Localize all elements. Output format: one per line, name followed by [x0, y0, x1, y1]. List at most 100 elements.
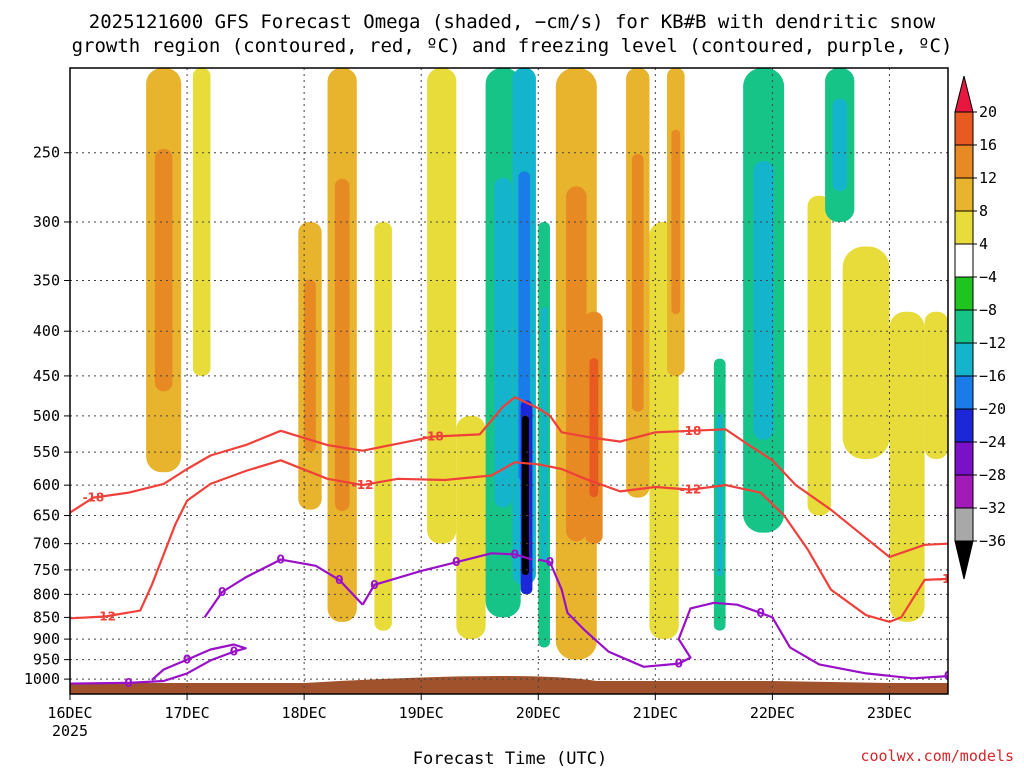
y-tick-label: 950 — [33, 651, 60, 669]
x-axis-label: Forecast Time (UTC) — [413, 749, 607, 768]
omega-patch-core — [523, 447, 528, 544]
colorbar: 20 16 12 8 4 −4 −8 −12 −16 −20 −24 −28 −32 −36 — [954, 75, 1006, 580]
chart-title-line2: growth region (contoured, red, ºC) and f… — [72, 35, 953, 57]
dendritic-contour-line — [70, 459, 948, 623]
y-tick-label: 850 — [33, 608, 60, 626]
y-tick-label: 450 — [33, 367, 60, 385]
colorbar-swatch — [954, 210, 974, 245]
y-tick-label: 350 — [33, 271, 60, 289]
omega-patch — [427, 68, 457, 544]
terrain-bump — [70, 675, 948, 690]
dendritic-contour-label: -12 — [680, 483, 702, 497]
x-tick-label: 19DEC — [399, 704, 444, 722]
freezing-contour-label: 0 — [944, 669, 952, 683]
omega-patch-core — [154, 148, 173, 392]
plot-frame — [69, 67, 949, 695]
dendritic-contour-label: -12 — [352, 478, 374, 492]
freezing-contour-label: 0 — [370, 578, 378, 592]
colorbar-tick-label: −16 — [979, 367, 1006, 385]
omega-patch — [842, 246, 890, 459]
colorbar-tick-label: −28 — [979, 466, 1006, 484]
dendritic-contour-label: -18 — [680, 424, 702, 438]
freezing-contour-label: 0 — [335, 573, 343, 587]
y-tick-label: 800 — [33, 585, 60, 603]
x-tick-label: 18DEC — [282, 704, 327, 722]
colorbar-tick-label: −8 — [979, 301, 997, 319]
dendritic-contour-label: -18 — [83, 491, 105, 505]
dendritic-contour-label: -18 — [422, 430, 444, 444]
colorbar-swatch — [954, 276, 974, 311]
credit-link[interactable]: coolwx.com/models — [860, 747, 1014, 765]
omega-patch-core — [494, 177, 512, 508]
colorbar-swatch — [954, 408, 974, 443]
colorbar-tick-label: 12 — [979, 169, 997, 187]
colorbar-swatch — [954, 243, 974, 278]
colorbar-tick-label: −36 — [979, 532, 1006, 550]
dendritic-contour-label: -12 — [94, 610, 116, 624]
y-tick-label: 550 — [33, 443, 60, 461]
x-tick-sublabel: 2025 — [52, 722, 88, 740]
y-tick-label: 400 — [33, 322, 60, 340]
freezing-contour-label: 0 — [277, 553, 285, 567]
colorbar-swatch — [954, 342, 974, 377]
y-tick-label: 1000 — [24, 670, 60, 688]
colorbar-swatch — [954, 309, 974, 344]
omega-patch-core — [716, 413, 723, 577]
omega-patch-core — [334, 178, 350, 512]
colorbar-tick-label: 8 — [979, 202, 988, 220]
colorbar-tick-label: −24 — [979, 433, 1006, 451]
y-tick-label: 900 — [33, 630, 60, 648]
omega-patch-core — [753, 160, 774, 440]
colorbar-swatch — [954, 111, 974, 146]
omega-patch — [924, 311, 948, 459]
omega-patch-core — [671, 129, 681, 315]
colorbar-swatch — [954, 144, 974, 179]
freezing-contour-line — [538, 558, 948, 680]
x-tick-label: 20DEC — [516, 704, 561, 722]
x-tick-label: 23DEC — [867, 704, 912, 722]
colorbar-tick-label: 20 — [979, 103, 997, 121]
y-tick-label: 500 — [33, 407, 60, 425]
x-tick-label: 17DEC — [164, 704, 209, 722]
colorbar-swatch — [954, 441, 974, 476]
colorbar-tick-label: −32 — [979, 499, 1006, 517]
freezing-contour-label: 0 — [452, 555, 460, 569]
y-tick-label: 700 — [33, 535, 60, 553]
freezing-contour-label: 0 — [124, 676, 132, 690]
x-tick-label: 21DEC — [633, 704, 678, 722]
freezing-contour-line — [203, 558, 364, 619]
y-tick-label: 300 — [33, 213, 60, 231]
freezing-contour-label: 0 — [546, 555, 554, 569]
omega-patch-core — [589, 358, 599, 498]
terrain-band — [70, 675, 948, 694]
contours: -18 -18 -18 -12 -12 -12 -12 0 0 0 0 0 0 0 0 0 0 0 0 0 — [70, 396, 952, 690]
omega-patch-core — [832, 98, 848, 192]
colorbar-swatch — [954, 375, 974, 410]
freezing-contour-label: 0 — [230, 645, 238, 659]
colorbar-tick-label: −12 — [979, 334, 1006, 352]
colorbar-top-arrow — [954, 75, 974, 113]
omega-patch-core — [631, 153, 644, 412]
omega-patch-core — [541, 307, 548, 563]
colorbar-tick-label: 4 — [979, 235, 988, 253]
y-tick-label: 600 — [33, 476, 60, 494]
x-tick-label: 22DEC — [750, 704, 795, 722]
omega-patch-core — [304, 279, 316, 453]
colorbar-swatch — [954, 507, 974, 542]
omega-shading — [146, 68, 948, 660]
colorbar-bottom-arrow — [954, 540, 974, 580]
y-tick-label: 650 — [33, 507, 60, 525]
y-tick-label: 750 — [33, 561, 60, 579]
omega-patch — [192, 68, 211, 376]
y-axis: 250 300 350 400 450 500 550 600 650 700 750 800 850 9… — [24, 144, 70, 688]
freezing-contour-label: 0 — [511, 547, 519, 561]
colorbar-tick-label: 16 — [979, 136, 997, 154]
omega-patch — [889, 311, 925, 622]
x-tick-label: 16DEC — [47, 704, 92, 722]
omega-patch — [807, 195, 831, 516]
chart-title-line1: 2025121600 GFS Forecast Omega (shaded, −… — [89, 11, 936, 33]
colorbar-tick-label: −4 — [979, 268, 997, 286]
freezing-contour-line — [70, 643, 247, 685]
